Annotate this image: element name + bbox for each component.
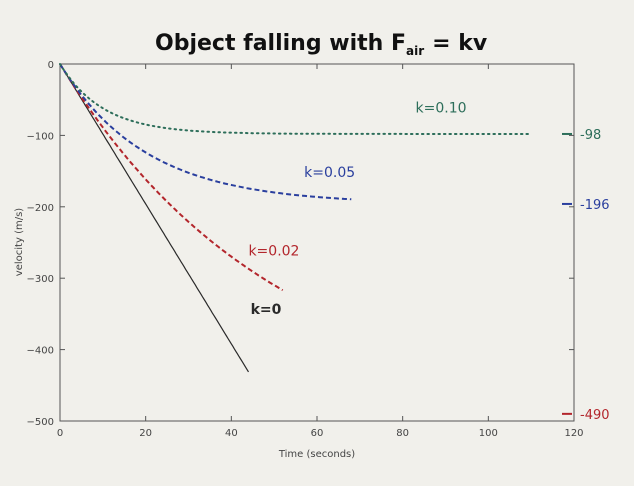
y-tick-label: −300	[27, 274, 54, 285]
series-line-k-0-02	[59, 63, 284, 292]
x-tick-label: 40	[225, 428, 238, 439]
terminal-mark-label: -490	[580, 408, 610, 423]
axis-ticks: 0 20 40 60 80 100 120 0 −100 −200 −300 −400 −500	[27, 60, 584, 439]
series-labels: k=0 k=0.02 k=0.05 k=0.10	[248, 101, 466, 318]
chart-title: Object falling with Fair = kv	[155, 31, 488, 58]
x-tick-label: 120	[564, 428, 583, 439]
series-line-k-0-10	[59, 63, 533, 135]
y-tick-label: −400	[27, 346, 54, 357]
series-line-k-0	[59, 63, 250, 373]
series-label: k=0.02	[248, 243, 299, 259]
series-line-k-0-05	[59, 63, 352, 201]
series-label: k=0.10	[416, 101, 467, 117]
x-axis-label: Time (seconds)	[278, 449, 355, 460]
chart-title-equation: = kv	[432, 31, 488, 56]
x-tick-label: 60	[311, 428, 324, 439]
plot-frame	[59, 63, 575, 422]
series-label: k=0	[251, 302, 282, 318]
terminal-mark-label: -98	[580, 128, 601, 143]
terminal-velocity-marks: -98 -196 -490	[562, 128, 610, 423]
y-tick-label: 0	[48, 60, 54, 71]
x-tick-label: 100	[479, 428, 498, 439]
chart-title-subscript: air	[406, 44, 424, 58]
series-group	[59, 63, 533, 373]
terminal-mark-label: -196	[580, 198, 610, 213]
chart-title-main: Object falling with F	[155, 31, 406, 56]
x-tick-label: 80	[396, 428, 409, 439]
series-label: k=0.05	[304, 165, 355, 181]
y-tick-label: −200	[27, 203, 54, 214]
x-tick-label: 20	[139, 428, 152, 439]
x-tick-label: 0	[57, 428, 63, 439]
y-tick-label: −100	[27, 131, 54, 142]
y-tick-label: −500	[27, 417, 54, 428]
y-axis-label: velocity (m/s)	[14, 208, 25, 276]
